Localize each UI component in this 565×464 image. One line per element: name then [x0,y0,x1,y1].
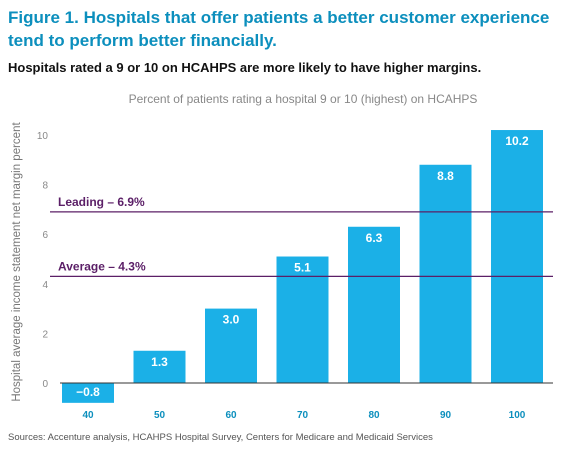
chart-title: Percent of patients rating a hospital 9 … [129,92,478,106]
bar-value-label: 6.3 [366,231,383,245]
y-tick-label: 6 [42,230,48,241]
bar-value-label: 1.3 [151,355,168,369]
y-tick-label: 10 [37,131,49,142]
y-tick-label: 4 [42,280,48,291]
bar [133,350,186,383]
x-tick-label: 70 [297,410,309,421]
bar-value-label: 5.1 [294,261,311,275]
bars: −0.8 1.3 3.0 5.1 6.3 8.8 10.2 [60,130,553,403]
bar [62,383,114,403]
y-tick-label: 0 [42,379,48,390]
figure-subtitle: Hospitals rated a 9 or 10 on HCAHPS are … [8,60,482,75]
bar [348,226,400,383]
x-tick-label: 40 [82,410,94,421]
x-tick-label: 80 [368,410,380,421]
x-axis-ticks: 40 50 60 70 80 90 100 [82,410,525,421]
bar-value-label: 10.2 [505,134,529,148]
y-axis-label: Hospital average income statement net ma… [11,122,23,402]
bar [419,164,472,383]
figure-title: Figure 1. Hospitals that offer patients … [8,8,550,50]
bar [491,130,543,383]
reference-line-label: Average – 4.3% [58,259,146,273]
bar [205,308,257,383]
x-tick-label: 90 [440,410,452,421]
x-tick-label: 50 [154,410,166,421]
y-tick-label: 8 [42,181,48,192]
y-axis-ticks: 0 2 4 6 8 10 [37,131,49,390]
x-tick-label: 100 [509,410,526,421]
bar [276,256,329,383]
reference-line-label: Leading – 6.9% [58,195,145,209]
bar-value-label: 3.0 [223,313,240,327]
bar-value-label: 8.8 [437,169,454,183]
y-tick-label: 2 [42,329,48,340]
x-tick-label: 60 [225,410,237,421]
bar-value-label: −0.8 [76,385,100,399]
reference-lines: Leading – 6.9% Average – 4.3% [50,195,553,277]
source-note: Sources: Accenture analysis, HCAHPS Hosp… [8,432,433,443]
